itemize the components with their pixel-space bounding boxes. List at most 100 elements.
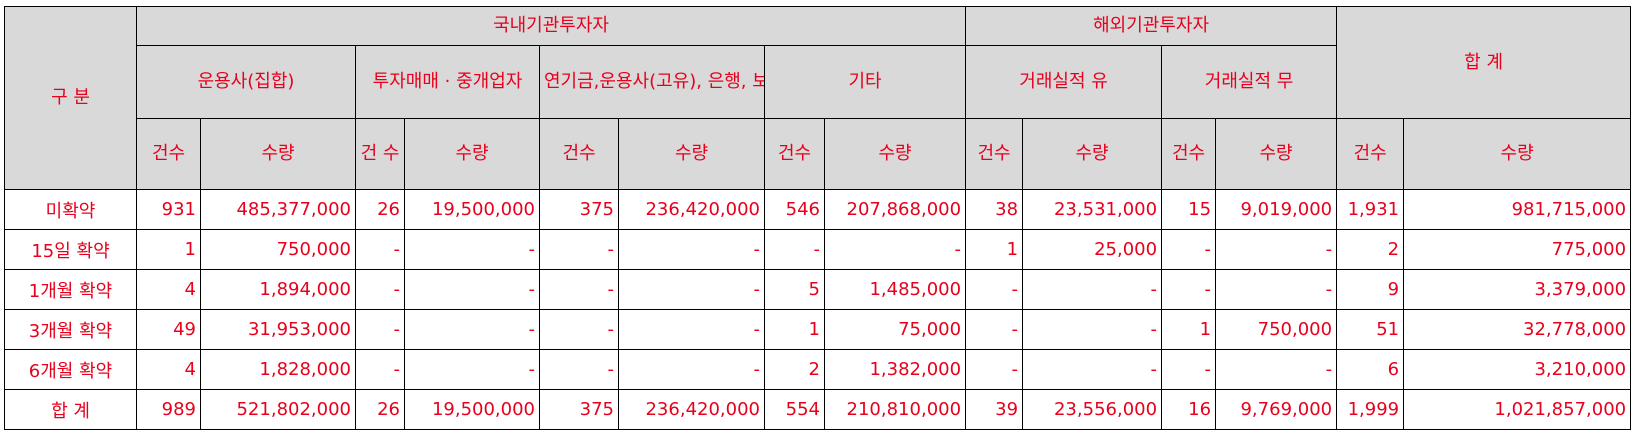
cell: 51	[1336, 309, 1405, 350]
header-group: 연기금,운용사(고유), 은행, 보험	[539, 45, 765, 119]
cell: 4	[136, 349, 201, 390]
table-row: 1개월 확약 4 1,894,000 - - - - 5 1,485,000 -…	[4, 269, 1632, 310]
demand-forecast-table: 구 분 국내기관투자자 해외기관투자자 합 계 운용사(집합) 투자매매 · 중…	[4, 6, 1632, 430]
header-group: 운용사(집합)	[136, 45, 356, 119]
cell: -	[618, 229, 765, 270]
cell: 9,019,000	[1215, 189, 1338, 230]
cell: -	[404, 309, 540, 350]
row-label: 합 계	[4, 389, 137, 430]
row-label: 15일 확약	[4, 229, 137, 270]
cell: -	[1022, 269, 1163, 310]
header-quantity: 수량	[200, 118, 356, 190]
cell: 75,000	[823, 309, 967, 350]
cell: -	[1022, 349, 1163, 390]
cell: 31,953,000	[200, 309, 356, 350]
cell: 1,828,000	[200, 349, 356, 390]
cell: -	[1215, 349, 1338, 390]
cell: -	[1161, 229, 1217, 270]
cell: 375	[539, 189, 619, 230]
header-group: 기타	[763, 45, 967, 119]
cell: 236,420,000	[618, 389, 765, 430]
cell: 49	[136, 309, 201, 350]
table-row: 15일 확약 1 750,000 - - - - - - 1 25,000 - …	[4, 229, 1632, 270]
cell: 207,868,000	[823, 189, 967, 230]
cell: 210,810,000	[823, 389, 967, 430]
cell: 989	[136, 389, 201, 430]
cell: 1,894,000	[200, 269, 356, 310]
cell: 39	[965, 389, 1024, 430]
cell: 16	[1161, 389, 1217, 430]
cell: 1	[136, 229, 201, 270]
cell: 931	[136, 189, 201, 230]
cell: 1,382,000	[823, 349, 967, 390]
cell: -	[965, 309, 1024, 350]
cell: -	[618, 309, 765, 350]
cell: -	[539, 269, 619, 310]
cell: 236,420,000	[618, 189, 765, 230]
cell: -	[355, 229, 405, 270]
cell: 750,000	[1215, 309, 1338, 350]
table-row: 3개월 확약 49 31,953,000 - - - - 1 75,000 - …	[4, 309, 1632, 350]
header-domestic: 국내기관투자자	[135, 6, 967, 46]
cell: 750,000	[200, 229, 356, 270]
cell: -	[965, 349, 1024, 390]
cell: -	[1022, 309, 1163, 350]
cell: 26	[355, 389, 405, 430]
cell: 15	[1161, 189, 1217, 230]
cell: 375	[539, 389, 619, 430]
cell: 1,021,857,000	[1403, 389, 1632, 430]
cell: 6	[1336, 349, 1405, 390]
table-row-total: 합 계 989 521,802,000 26 19,500,000 375 23…	[4, 389, 1632, 430]
cell: 38	[965, 189, 1024, 230]
cell: 2	[1336, 229, 1405, 270]
header-total: 합 계	[1336, 6, 1632, 119]
table-row: 6개월 확약 4 1,828,000 - - - - 2 1,382,000 -…	[4, 349, 1632, 390]
cell: 3,210,000	[1403, 349, 1632, 390]
header-count: 건수	[539, 118, 619, 190]
cell: -	[404, 229, 540, 270]
header-count: 건수	[1161, 118, 1217, 190]
cell: 1	[965, 229, 1024, 270]
header-count: 건수	[965, 118, 1024, 190]
cell: -	[355, 349, 405, 390]
cell: 554	[764, 389, 825, 430]
cell: 981,715,000	[1403, 189, 1632, 230]
header-quantity: 수량	[1022, 118, 1163, 190]
header-quantity: 수량	[618, 118, 765, 190]
header-category: 구 분	[4, 6, 137, 190]
cell: 3,379,000	[1403, 269, 1632, 310]
header-quantity: 수량	[1403, 118, 1632, 190]
cell: -	[1161, 269, 1217, 310]
cell: 546	[764, 189, 825, 230]
cell: 521,802,000	[200, 389, 356, 430]
cell: -	[823, 229, 967, 270]
cell: -	[355, 309, 405, 350]
cell: 32,778,000	[1403, 309, 1632, 350]
cell: 23,556,000	[1022, 389, 1163, 430]
cell: 1	[764, 309, 825, 350]
cell: -	[618, 349, 765, 390]
header-quantity: 수량	[404, 118, 540, 190]
cell: -	[1215, 269, 1338, 310]
cell: 9	[1336, 269, 1405, 310]
cell: 1	[1161, 309, 1217, 350]
cell: -	[539, 229, 619, 270]
header-count: 건 수	[355, 118, 405, 190]
cell: 1,485,000	[823, 269, 967, 310]
cell: 2	[764, 349, 825, 390]
header-group: 투자매매 · 중개업자	[355, 45, 540, 119]
cell: 25,000	[1022, 229, 1163, 270]
cell: 23,531,000	[1022, 189, 1163, 230]
cell: 19,500,000	[404, 389, 540, 430]
cell: -	[539, 349, 619, 390]
cell: -	[618, 269, 765, 310]
header-quantity: 수량	[1215, 118, 1338, 190]
cell: 1,999	[1336, 389, 1405, 430]
cell: 485,377,000	[200, 189, 356, 230]
cell: 4	[136, 269, 201, 310]
header-count: 건수	[136, 118, 201, 190]
header-count: 건수	[1336, 118, 1405, 190]
row-label: 1개월 확약	[4, 269, 137, 310]
cell: -	[1215, 229, 1338, 270]
header-count: 건수	[764, 118, 825, 190]
